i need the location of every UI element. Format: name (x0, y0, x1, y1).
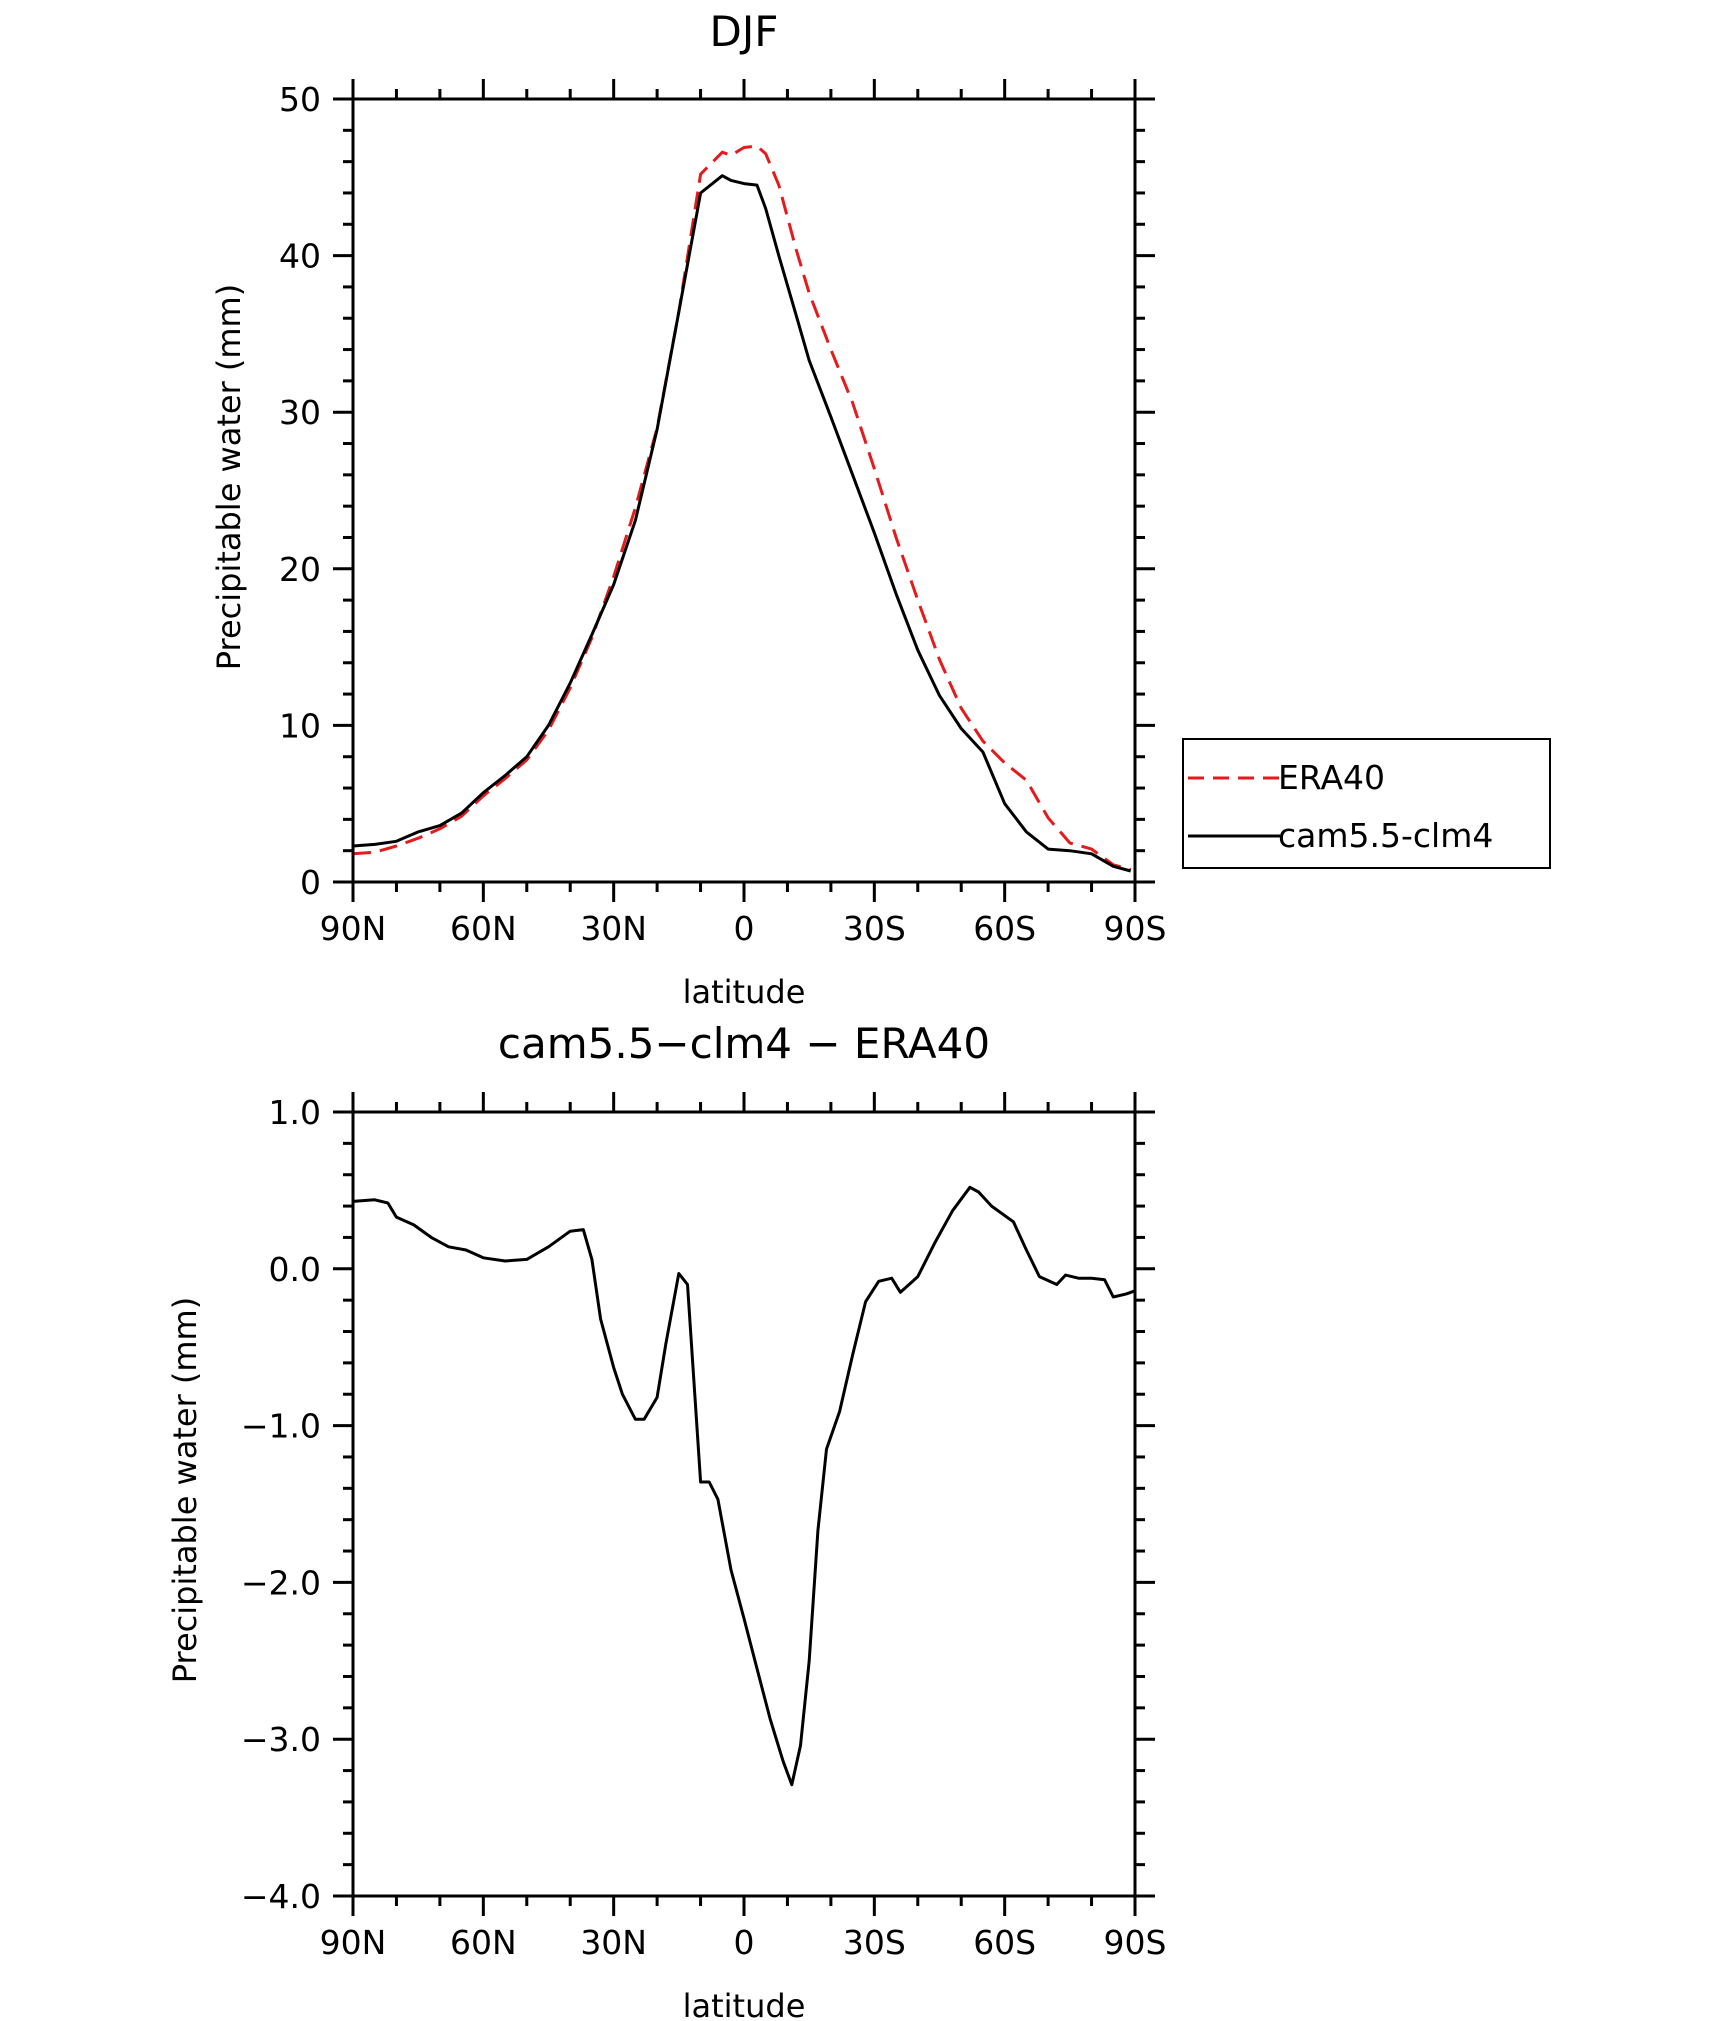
y-tick-label: 0 (300, 863, 321, 902)
tick-labels: 90N 60N 30N 0 30S 60S 90S 0 10 20 30 40 50 (279, 80, 1166, 948)
y-tick-label: −1.0 (241, 1407, 321, 1446)
series-lines (352, 144, 1132, 873)
axis-ticks (333, 79, 1155, 902)
y-tick-label: 0.0 (269, 1250, 321, 1289)
x-tick-label: 90S (1104, 909, 1167, 948)
series-lines (352, 1185, 1136, 1787)
x-tick-label: 60N (450, 909, 517, 948)
x-axis-label: latitude (683, 973, 806, 1011)
y-tick-label: −3.0 (241, 1720, 321, 1759)
x-tick-label: 60S (973, 1923, 1036, 1962)
tick-labels: 90N 60N 30N 0 30S 60S 90S 1.0 0.0 −1.0 −2.0 −3.0 −4.… (241, 1093, 1167, 1962)
x-tick-label: 30S (843, 1923, 906, 1962)
x-tick-label: 30S (843, 909, 906, 948)
y-tick-label: 40 (279, 237, 321, 276)
axis-ticks (333, 1092, 1155, 1916)
panel-bottom: cam5.5−clm4 − ERA40 Precipitable water (… (166, 1019, 1166, 2021)
series-line-difference (352, 1185, 1136, 1787)
x-tick-label: 60S (973, 909, 1036, 948)
legend-label-cam: cam5.5-clm4 (1278, 816, 1493, 855)
y-tick-label: 1.0 (269, 1093, 321, 1132)
y-tick-label: 10 (279, 706, 321, 745)
legend: ERA40 cam5.5-clm4 (1182, 738, 1551, 869)
x-tick-label: 30N (580, 1923, 647, 1962)
y-axis-label: Precipitable water (mm) (210, 284, 248, 670)
legend-box (1182, 738, 1551, 869)
legend-label-era40: ERA40 (1278, 758, 1385, 797)
y-tick-label: −4.0 (241, 1877, 321, 1916)
y-tick-label: −2.0 (241, 1563, 321, 1602)
x-tick-label: 30N (580, 909, 647, 948)
plot-frame (351, 97, 1137, 884)
y-tick-label: 50 (279, 80, 321, 119)
x-tick-label: 90S (1104, 1923, 1167, 1962)
chart-title: DJF (710, 7, 779, 56)
y-tick-label: 20 (279, 550, 321, 589)
chart-title: cam5.5−clm4 − ERA40 (498, 1019, 990, 1068)
plot-frame (351, 1110, 1137, 1898)
x-tick-label: 0 (734, 909, 755, 948)
x-tick-label: 90N (320, 1923, 387, 1962)
series-line-cam5-5-clm4 (352, 174, 1132, 873)
x-tick-label: 0 (734, 1923, 755, 1962)
y-tick-label: 30 (279, 393, 321, 432)
x-axis-label: latitude (683, 1987, 806, 2021)
x-tick-label: 90N (320, 909, 387, 948)
series-line-era40 (352, 144, 1132, 871)
x-tick-label: 60N (450, 1923, 517, 1962)
panel-top: DJF Precipitable water (mm) latitude 90N… (210, 7, 1551, 1011)
y-axis-label: Precipitable water (mm) (166, 1297, 204, 1683)
